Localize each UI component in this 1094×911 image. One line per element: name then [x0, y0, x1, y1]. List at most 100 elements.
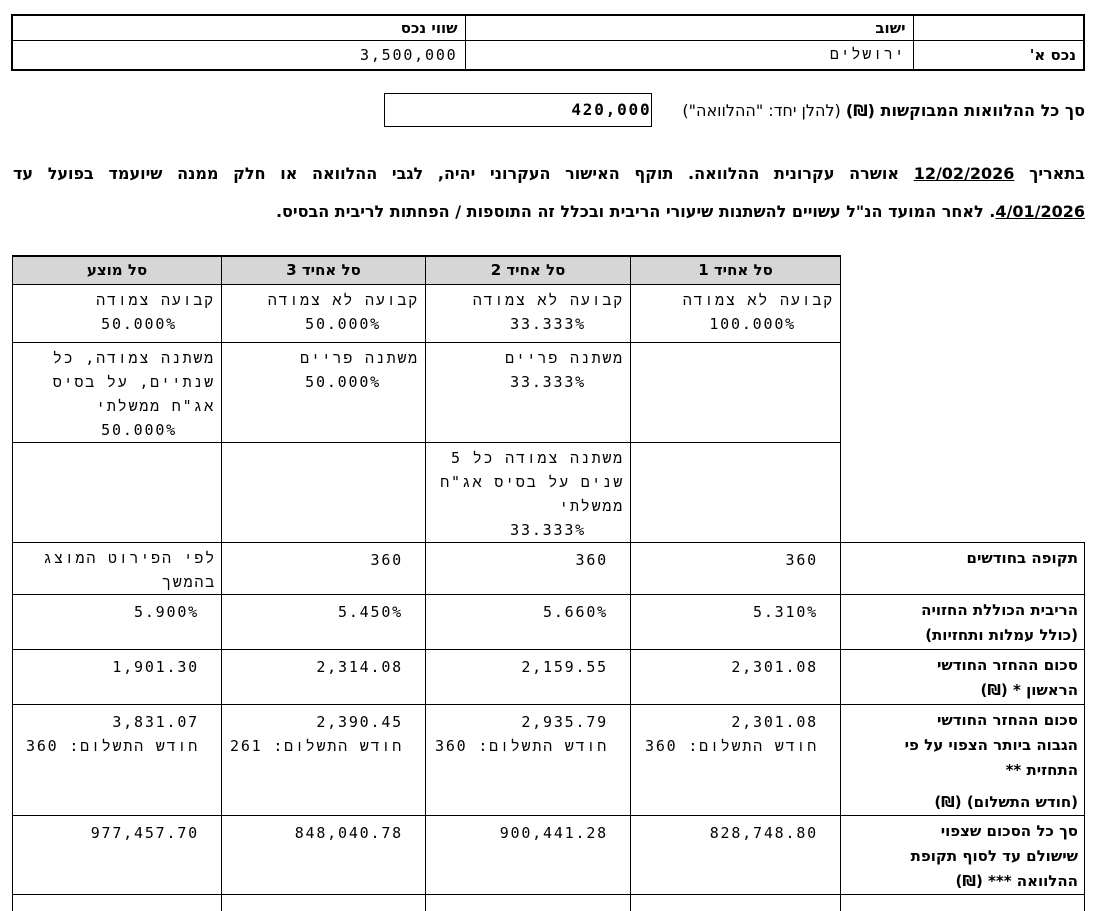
u3-first-value: 2,314.08 [316, 657, 403, 676]
u2-first-value: 2,159.55 [521, 657, 608, 676]
u1-high-values: 2,301.08 חודש התשלום: 360 [631, 705, 840, 758]
cell-u2-mix2: משתנה פריים 33.333% [425, 341, 631, 443]
cell-u1-period: 360 [630, 541, 841, 595]
total-label-line1: סך כל הסכום שצפוי [940, 821, 1078, 840]
baskets-header-row: סל אחיד 1 סל אחיד 2 סל אחיד 3 סל מוצע [12, 255, 1085, 285]
basket-u1-header: סל אחיד 1 [630, 255, 841, 285]
cell-u3-mix2: משתנה פריים 50.000% [221, 341, 426, 443]
cell-u2-rate: 5.660% [425, 593, 631, 650]
loan-total-row: סך כל ההלוואות המבוקשות (₪) (להלן יחד: "… [13, 93, 1085, 127]
cell-u3-period: 360 [221, 541, 426, 595]
basket-u2-header: סל אחיד 2 [425, 255, 631, 285]
u2-period-value: 360 [575, 550, 608, 569]
cell-u2-first: 2,159.55 [425, 648, 631, 705]
u1-high-amount: 2,301.08 [731, 712, 818, 731]
first-label-line2: הראשון * (₪) [980, 680, 1079, 699]
approval-text: . לאחר המועד הנ"ל עשויים להשתנות שיעורי … [275, 202, 996, 221]
cell-u3-rate: 5.450% [221, 593, 426, 650]
city-value: ירושלים [464, 39, 914, 71]
truncated-next-row [12, 894, 1085, 911]
high-label-line2: הגבוה ביותר הצפוי על פי [904, 735, 1078, 754]
u2-total-value: 900,441.28 [499, 823, 608, 842]
period-label: תקופה בחודשים [840, 541, 1085, 595]
prop-mix1-pct: 50.000% [101, 314, 177, 333]
rate-label-line2: (כולל עמלות ותחזיות) [925, 625, 1078, 644]
mix2-empty-label [840, 342, 1085, 442]
cell-u1-mix3-empty [630, 441, 841, 543]
approval-paragraph-line2: 4/01/2026. לאחר המועד הנ"ל עשויים להשתנו… [13, 193, 1085, 231]
prop-rate-value: 5.900% [134, 602, 199, 621]
u2-high-values: 2,935.79 חודש התשלום: 360 [426, 705, 630, 758]
u1-first-value: 2,301.08 [731, 657, 818, 676]
loan-total-label-bold: סך כל ההלוואות המבוקשות (₪) [845, 100, 1085, 120]
prop-high-amount: 3,831.07 [112, 712, 199, 731]
u1-rate-value: 5.310% [753, 602, 818, 621]
property-data-row: נכס א' ירושלים 3,500,000 [11, 39, 1085, 71]
prop-mix1-name: קבועה צמודה [96, 290, 215, 309]
approval-text: אושרה עקרונית ההלוואה. תוקף האישור העקרו… [13, 164, 914, 183]
period-row: תקופה בחודשים 360 360 360 לפי הפירוט המו… [12, 541, 1085, 595]
asset-header-empty-cell [912, 14, 1085, 41]
cell-u1-first: 2,301.08 [630, 648, 841, 705]
u2-mix3-pct: 33.333% [510, 520, 586, 539]
cut-cell [840, 894, 1085, 911]
rate-row: הריבית הכוללת החזויה (כולל עמלות ותחזיות… [12, 593, 1085, 650]
cell-u1-total: 828,748.80 [630, 814, 841, 895]
baskets-table: סל אחיד 1 סל אחיד 2 סל אחיד 3 סל מוצע קב… [12, 255, 1085, 911]
u1-high-month: חודש התשלום: 360 [644, 736, 818, 755]
cell-u1-high: 2,301.08 חודש התשלום: 360 [630, 703, 841, 816]
u3-mix1-pct: 50.000% [305, 314, 381, 333]
cut-cell [12, 894, 222, 911]
first-payment-label: סכום ההחזר החודשי הראשון * (₪) [840, 648, 1085, 705]
u3-high-amount: 2,390.45 [316, 712, 403, 731]
u1-mix1-pct: 100.000% [709, 314, 796, 333]
city-header: ישוב [464, 14, 914, 41]
cell-prop-mix1: קבועה צמודה 50.000% [12, 283, 222, 343]
u3-mix1-name: קבועה לא צמודה [267, 290, 419, 309]
approval-text: בתאריך [1014, 164, 1086, 183]
u3-high-month: חודש התשלום: 261 [229, 736, 403, 755]
cell-u3-mix3-empty [221, 441, 426, 543]
loan-amount-value: 420,000 [571, 100, 652, 119]
approval-paragraph-line1: בתאריך 12/02/2026 אושרה עקרונית ההלוואה.… [13, 155, 1085, 193]
property-table: ישוב שווי נכס נכס א' ירושלים 3,500,000 [11, 14, 1085, 71]
cell-u3-total: 848,040.78 [221, 814, 426, 895]
cell-u3-first: 2,314.08 [221, 648, 426, 705]
cell-u2-mix1: קבועה לא צמודה 33.333% [425, 283, 631, 343]
mix1-empty-label [840, 284, 1085, 342]
basket-u3-header: סל אחיד 3 [221, 255, 426, 285]
cell-u2-mix3: משתנה צמודה כל 5 שנים על בסיס אג"ח ממשלת… [425, 441, 631, 543]
u2-high-amount: 2,935.79 [521, 712, 608, 731]
u3-mix2-pct: 50.000% [305, 372, 381, 391]
loan-total-label-rest: (להלן יחד: "ההלוואה") [682, 100, 841, 120]
cell-u1-mix2-empty [630, 341, 841, 443]
u3-high-values: 2,390.45 חודש התשלום: 261 [222, 705, 425, 758]
mix-row-3: משתנה צמודה כל 5 שנים על בסיס אג"ח ממשלת… [12, 441, 1085, 543]
u3-period-value: 360 [370, 550, 403, 569]
prop-total-value: 977,457.70 [90, 823, 199, 842]
cell-prop-high: 3,831.07 חודש התשלום: 360 [12, 703, 222, 816]
mix3-empty-label [840, 442, 1085, 542]
u2-mix1-pct: 33.333% [510, 314, 586, 333]
cell-prop-mix3-empty [12, 441, 222, 543]
u3-mix2-name: משתנה פריים [300, 348, 419, 367]
u1-period-value: 360 [785, 550, 818, 569]
value-header: שווי נכס [11, 14, 466, 41]
u2-mix2-name: משתנה פריים [505, 348, 624, 367]
prop-period-note: לפי הפירוט המוצג בהמשך [43, 548, 216, 591]
cell-prop-period: לפי הפירוט המוצג בהמשך [12, 541, 222, 595]
highest-payment-row: סכום ההחזר החודשי הגבוה ביותר הצפוי על פ… [12, 703, 1085, 816]
total-label: סך כל הסכום שצפוי שישולם עד לסוף תקופת ה… [840, 814, 1085, 895]
mix-row-2: משתנה פריים 33.333% משתנה פריים 50.000% … [12, 341, 1085, 443]
cut-cell [425, 894, 631, 911]
u2-mix1-name: קבועה לא צמודה [472, 290, 624, 309]
asset-label: נכס א' [912, 39, 1085, 71]
approval-date: 12/02/2026 [913, 164, 1015, 183]
loan-total-label: סך כל ההלוואות המבוקשות (₪) (להלן יחד: "… [682, 101, 1085, 120]
cell-prop-total: 977,457.70 [12, 814, 222, 895]
total-label-line2: שישולם עד לסוף תקופת [910, 846, 1078, 865]
highest-payment-label: סכום ההחזר החודשי הגבוה ביותר הצפוי על פ… [840, 703, 1085, 816]
first-payment-row: סכום ההחזר החודשי הראשון * (₪) 2,301.08 … [12, 648, 1085, 705]
rate-label: הריבית הכוללת החזויה (כולל עמלות ותחזיות… [840, 593, 1085, 650]
